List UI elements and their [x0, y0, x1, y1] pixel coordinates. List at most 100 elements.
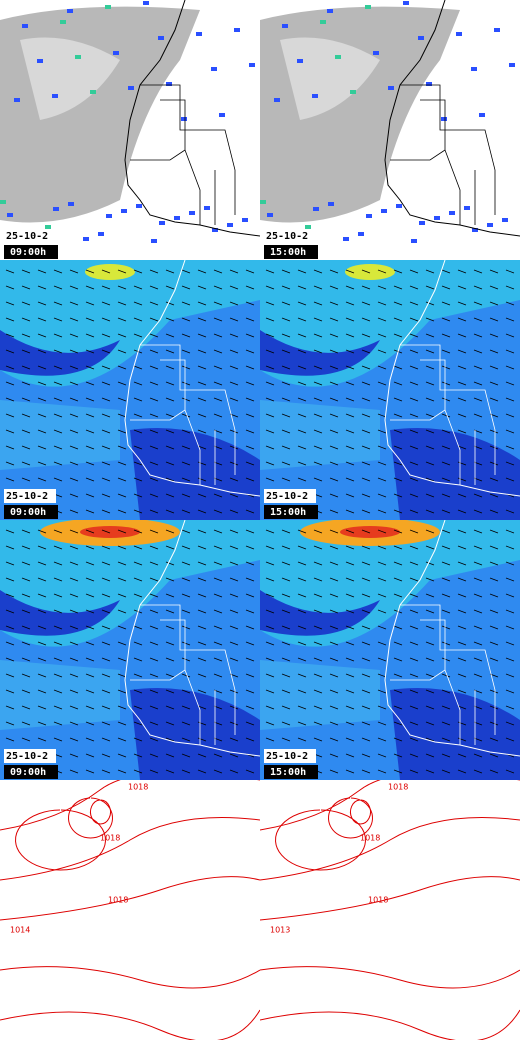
- wind-arrow: [165, 705, 175, 710]
- wind-arrow: [37, 365, 47, 370]
- wind-arrow: [53, 301, 63, 306]
- wind-arrow: [409, 365, 419, 370]
- wind-arrow: [313, 381, 323, 386]
- wind-arrow: [505, 381, 515, 386]
- wind-arrow: [505, 429, 515, 434]
- wind-arrow: [457, 609, 467, 614]
- wind-arrow: [345, 737, 355, 742]
- wind-arrow: [489, 429, 499, 434]
- wind-arrow: [197, 413, 207, 418]
- rain-dot: [418, 36, 424, 40]
- rain-dot: [227, 223, 233, 227]
- wind-arrow: [393, 493, 403, 498]
- wind-arrow: [133, 641, 143, 646]
- wind-arrow: [181, 269, 191, 274]
- wind-arrow: [409, 397, 419, 402]
- wind-arrow: [37, 673, 47, 678]
- wind-arrow: [377, 365, 387, 370]
- wind-arrow: [229, 333, 239, 338]
- wind-arrow: [149, 381, 159, 386]
- field-dark: [0, 330, 120, 376]
- wind-arrow: [409, 301, 419, 306]
- wind-arrow: [409, 461, 419, 466]
- wind-arrow: [457, 301, 467, 306]
- wind-arrow: [457, 529, 467, 534]
- wind-arrow: [213, 301, 223, 306]
- wind-arrow: [53, 397, 63, 402]
- wind-arrow: [393, 429, 403, 434]
- wind-arrow: [53, 705, 63, 710]
- wind-arrow: [457, 381, 467, 386]
- wind-arrow: [69, 509, 79, 514]
- wind-arrow: [69, 529, 79, 534]
- wind-arrow: [69, 721, 79, 726]
- wind-arrow: [85, 269, 95, 274]
- wind-arrow: [197, 461, 207, 466]
- wind-arrow: [181, 493, 191, 498]
- wind-arrow: [101, 461, 111, 466]
- wind-arrow: [229, 705, 239, 710]
- wind-arrow: [345, 317, 355, 322]
- rain-dot: [106, 214, 112, 218]
- wind-arrow: [505, 593, 515, 598]
- wind-arrow: [53, 429, 63, 434]
- wind-arrow: [85, 673, 95, 678]
- wind-arrow: [329, 625, 339, 630]
- wind-arrow: [409, 641, 419, 646]
- wind-arrow: [265, 285, 275, 290]
- wind-arrow: [393, 413, 403, 418]
- wind-arrow: [229, 269, 239, 274]
- wind-arrow: [37, 461, 47, 466]
- field-light: [260, 400, 380, 470]
- wind-arrow: [149, 561, 159, 566]
- wind-arrow: [409, 413, 419, 418]
- wind-arrow: [457, 413, 467, 418]
- wind-arrow: [329, 365, 339, 370]
- wind-arrow: [37, 429, 47, 434]
- wind-arrow: [297, 529, 307, 534]
- wind-arrow: [361, 317, 371, 322]
- wind-arrow: [297, 381, 307, 386]
- wind-arrow: [21, 737, 31, 742]
- wind-arrow: [297, 413, 307, 418]
- wind-arrow: [297, 721, 307, 726]
- wind-arrow: [101, 397, 111, 402]
- wind-arrow: [361, 545, 371, 550]
- wind-arrow: [213, 609, 223, 614]
- isobar: [0, 817, 260, 881]
- wind-arrow: [473, 269, 483, 274]
- cloud: [20, 37, 120, 120]
- wind-arrow: [297, 625, 307, 630]
- wind-arrow: [489, 285, 499, 290]
- wind-arrow: [69, 429, 79, 434]
- wind-arrow: [5, 381, 15, 386]
- wind-arrow: [245, 445, 255, 450]
- wind-arrow: [345, 753, 355, 758]
- wind-arrow: [53, 529, 63, 534]
- wind-arrow: [425, 301, 435, 306]
- isobar: [328, 797, 373, 839]
- date-label: 25-10-2: [6, 231, 48, 242]
- wind-arrow: [361, 609, 371, 614]
- date-label: 25-10-2: [266, 491, 308, 502]
- wind-arrow: [377, 413, 387, 418]
- wind-arrow: [457, 721, 467, 726]
- field-dark: [130, 688, 260, 780]
- wind-arrow: [377, 689, 387, 694]
- wind-arrow: [69, 317, 79, 322]
- wind-arrow: [133, 769, 143, 774]
- wind-arrow: [245, 397, 255, 402]
- wind-arrow: [21, 641, 31, 646]
- wind-arrow: [149, 689, 159, 694]
- rain-dot: [90, 90, 96, 94]
- wind-arrow: [181, 477, 191, 482]
- wind-arrow: [409, 609, 419, 614]
- wind-arrow: [229, 529, 239, 534]
- wind-arrow: [313, 609, 323, 614]
- wind-arrow: [133, 689, 143, 694]
- time-label: 09:00h: [10, 247, 46, 258]
- rain-dot: [212, 228, 218, 232]
- wind-arrow: [85, 737, 95, 742]
- rain-dot: [60, 20, 66, 24]
- rain-dot: [365, 5, 371, 9]
